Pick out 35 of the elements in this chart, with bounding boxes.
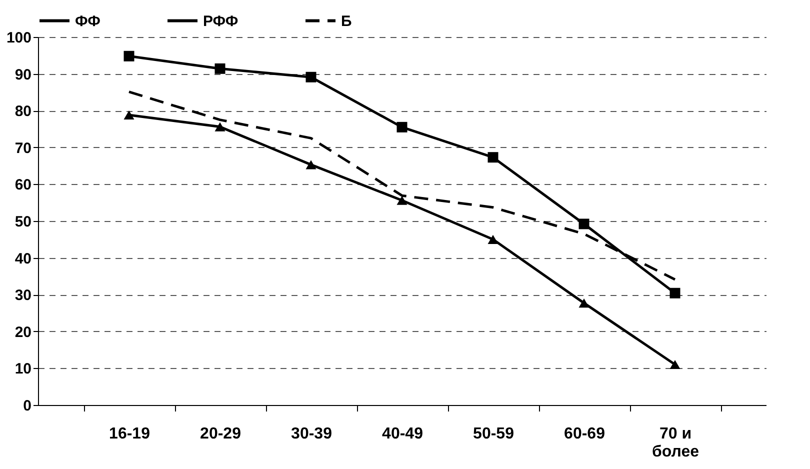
y-tick-label: 0 — [23, 398, 32, 414]
point — [124, 50, 134, 62]
y-tick-label: 80 — [14, 103, 32, 120]
x-tick-label: 20-29 — [200, 426, 242, 442]
y-tick-label: 20 — [14, 324, 32, 341]
x-tick-label: 30-39 — [291, 426, 332, 442]
legend-label: РФФ — [203, 12, 238, 30]
y-tick-label: 50 — [14, 214, 32, 230]
y-tick-label: 70 — [14, 140, 32, 157]
point — [488, 234, 498, 244]
legend-label: ФФ — [75, 12, 101, 30]
point — [396, 196, 408, 205]
point — [124, 110, 134, 120]
x-tick-label: 40-49 — [382, 426, 424, 442]
x-tick-label: 70 и более — [652, 426, 700, 460]
point — [670, 288, 680, 298]
y-tick-label: 90 — [14, 66, 32, 84]
legend-label: Б — [341, 12, 352, 30]
point — [306, 72, 316, 82]
point — [488, 152, 498, 163]
point — [214, 63, 226, 74]
point — [396, 122, 408, 132]
x-tick-label: 16-19 — [109, 426, 150, 442]
y-tick-label: 100 — [6, 30, 32, 46]
x-tick-label: 50-59 — [473, 426, 514, 442]
y-tick-label: 30 — [14, 287, 32, 304]
y-tick-label: 40 — [14, 250, 32, 268]
point — [670, 360, 680, 370]
point — [214, 122, 226, 132]
y-tick-label: 60 — [14, 176, 32, 194]
point — [306, 160, 316, 170]
y-tick-label: 10 — [14, 360, 32, 378]
point — [578, 298, 590, 308]
x-tick-label: 60-69 — [564, 426, 606, 442]
point — [578, 218, 590, 230]
